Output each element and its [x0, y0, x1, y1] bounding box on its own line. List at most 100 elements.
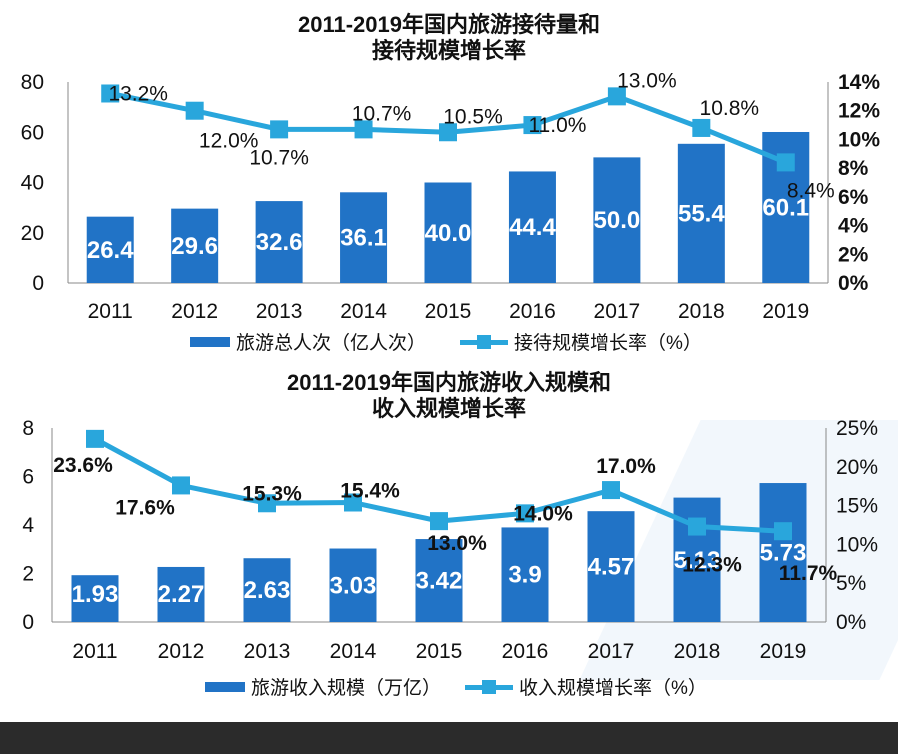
line-data-label: 17.6%: [115, 496, 175, 519]
bar: [508, 171, 556, 283]
y-tick-label: 6: [22, 466, 34, 489]
x-tick-label: 2015: [425, 300, 472, 323]
bar-data-label: 5.73: [760, 540, 807, 567]
line-data-label: 12.3%: [682, 554, 742, 577]
y-tick-label: 2: [22, 563, 34, 586]
bar: [587, 511, 635, 622]
x-tick-label: 2016: [509, 300, 556, 323]
chart1-title: 2011-2019年国内旅游接待量和 接待规模增长率: [0, 12, 898, 64]
bar-data-label: 3.9: [508, 562, 541, 589]
line-marker: [774, 522, 792, 541]
line-data-label: 23.6%: [53, 454, 113, 477]
bar-data-label: 32.6: [256, 229, 303, 256]
line-marker: [270, 120, 289, 139]
x-tick-label: 2012: [171, 300, 218, 323]
bar: [593, 157, 641, 283]
bar-data-label: 3.42: [416, 568, 463, 595]
line-marker: [430, 512, 448, 531]
y2-tick-label: 12%: [838, 100, 880, 123]
x-tick-label: 2017: [588, 640, 635, 663]
line-marker: [354, 120, 373, 139]
bar: [340, 192, 388, 283]
bar: [255, 201, 303, 283]
legend-bar-swatch: [190, 336, 230, 347]
line-marker: [86, 429, 104, 448]
bar: [677, 143, 725, 283]
line-data-label: 13.2%: [108, 82, 168, 105]
legend-line-swatch: [465, 679, 514, 694]
bar-data-label: 29.6: [171, 233, 218, 260]
legend-label-line: 收入规模增长率（%）: [519, 678, 707, 699]
legend-item-bar: 旅游收入规模（万亿）: [205, 673, 441, 700]
chart1-title-line2: 接待规模增长率: [371, 38, 526, 63]
line-data-label: 8.4%: [787, 179, 835, 202]
x-tick-label: 2014: [330, 640, 377, 663]
y2-tick-label: 15%: [836, 495, 878, 518]
y-tick-label: 40: [21, 172, 44, 195]
bar-data-label: 4.57: [588, 554, 635, 581]
line-marker: [692, 118, 711, 137]
legend-line-swatch: [460, 334, 509, 349]
bar-data-label: 3.03: [330, 572, 377, 599]
x-tick-label: 2018: [678, 300, 725, 323]
legend-item-line: 接待规模增长率（%）: [460, 328, 702, 355]
y2-tick-label: 8%: [838, 157, 869, 180]
y-tick-label: 0: [32, 272, 44, 295]
x-tick-label: 2016: [502, 640, 549, 663]
bar-data-label: 40.0: [425, 220, 472, 247]
line-data-label: 13.0%: [617, 69, 677, 92]
legend-label-bar: 旅游收入规模（万亿）: [251, 678, 442, 699]
chart1-legend: 旅游总人次（亿人次） 接待规模增长率（%）: [190, 328, 702, 355]
y-tick-label: 0: [22, 611, 34, 634]
y-tick-label: 4: [22, 514, 34, 537]
y2-tick-label: 10%: [838, 128, 880, 151]
bar-data-label: 60.1: [762, 194, 809, 221]
legend-item-line: 收入规模增长率（%）: [465, 673, 707, 700]
line-data-label: 13.0%: [427, 532, 487, 555]
y-tick-label: 20: [21, 222, 44, 245]
line-marker: [258, 494, 276, 513]
x-tick-label: 2013: [244, 640, 291, 663]
y2-tick-label: 25%: [836, 417, 878, 440]
line-marker: [516, 504, 534, 523]
y2-tick-label: 0%: [838, 272, 869, 295]
y2-tick-label: 4%: [838, 215, 869, 238]
bar: [759, 483, 807, 622]
line-data-label: 17.0%: [596, 455, 656, 478]
line-data-label: 10.8%: [700, 97, 760, 120]
line-data-label: 11.7%: [779, 562, 838, 585]
chart2-svg: 0 2 4 6 8 0% 5% 10% 15% 20% 25% 2011 2012 2013 2014 201…: [22, 417, 878, 663]
line-marker: [439, 123, 457, 142]
bar: [86, 216, 134, 283]
x-tick-label: 2011: [72, 640, 117, 663]
chart2-legend: 旅游收入规模（万亿） 收入规模增长率（%）: [205, 673, 707, 700]
chart2-title-line2: 收入规模增长率: [371, 396, 526, 421]
line-data-label: 15.3%: [242, 482, 302, 505]
line-marker: [602, 481, 620, 500]
y-tick-label: 80: [21, 71, 44, 94]
bar-data-label: 44.4: [509, 214, 556, 241]
line-marker: [688, 517, 706, 536]
chart2-title-line1: 2011-2019年国内旅游收入规模和: [287, 370, 611, 395]
y2-tick-label: 2%: [838, 243, 869, 266]
bar-data-label: 2.63: [244, 577, 291, 604]
line-marker: [185, 101, 204, 120]
line-marker: [101, 84, 120, 103]
line-data-label: 10.7%: [249, 146, 309, 169]
y-tick-label: 8: [22, 417, 34, 440]
x-tick-label: 2013: [256, 300, 303, 323]
bar-data-label: 1.93: [72, 581, 119, 608]
line-marker: [776, 153, 795, 172]
x-tick-label: 2017: [594, 300, 641, 323]
bar: [415, 539, 463, 622]
bar-data-label: 26.4: [87, 237, 134, 264]
x-tick-label: 2015: [416, 640, 463, 663]
chart1-svg: 0 20 40 60 80 0% 2% 4% 6% 8% 10% 12% 14% 2011 2012 2013…: [21, 69, 881, 323]
bar-data-label: 5.13: [674, 547, 721, 574]
chart1-title-line1: 2011-2019年国内旅游接待量和: [298, 12, 600, 37]
line-data-label: 11.0%: [528, 114, 586, 137]
legend-label-line: 接待规模增长率（%）: [514, 333, 702, 354]
line-data-label: 10.5%: [443, 105, 503, 128]
bar: [501, 527, 549, 622]
legend-item-bar: 旅游总人次（亿人次）: [190, 328, 426, 355]
